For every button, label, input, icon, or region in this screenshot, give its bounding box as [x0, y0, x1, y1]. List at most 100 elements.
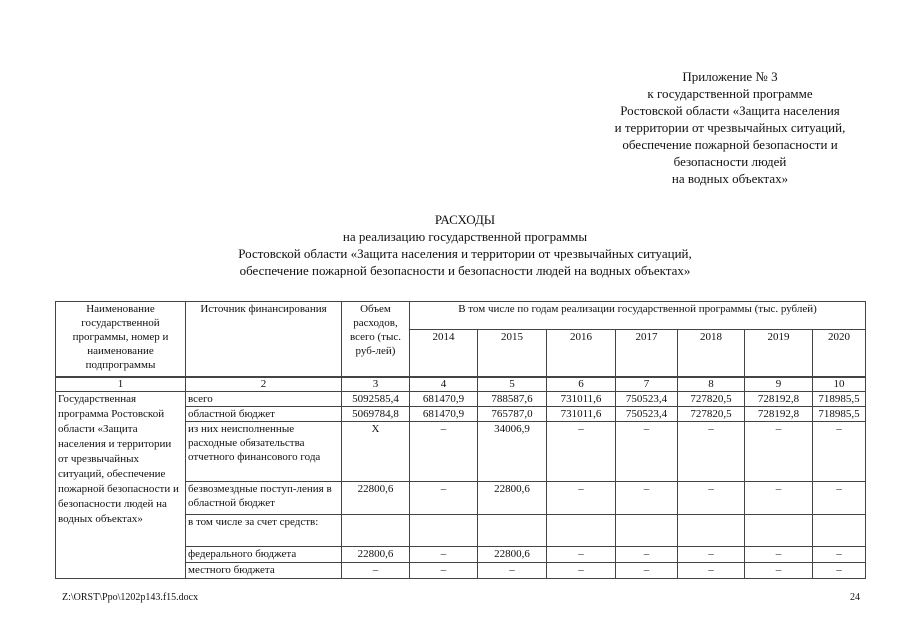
year-value: –: [615, 561, 678, 579]
header-years-row: 2014 2015 2016 2017 2018 2019 2020: [56, 329, 866, 377]
year-value: –: [677, 420, 745, 482]
year-value: 718985,5: [812, 405, 866, 422]
year-value: –: [677, 561, 745, 579]
funding-source: областной бюджет: [185, 405, 342, 422]
year-value: –: [744, 545, 813, 563]
year-value: –: [812, 545, 866, 563]
title-line: РАСХОДЫ: [434, 212, 496, 227]
year-value: 750523,4: [615, 390, 678, 407]
year-value: –: [744, 420, 813, 482]
year-value: [477, 513, 547, 547]
year-value: –: [546, 545, 616, 563]
funding-source: всего: [185, 390, 342, 407]
year-value: –: [744, 561, 813, 579]
column-number: 2: [185, 375, 342, 392]
year-value: –: [677, 480, 745, 515]
year-value: –: [409, 420, 478, 482]
appendix-line: и территории от чрезвычайных ситуаций,: [614, 120, 846, 135]
header-total: Объем расходов, всего (тыс. руб-лей): [341, 301, 410, 377]
year-value: [677, 513, 745, 547]
header-year: 2016: [546, 329, 616, 377]
total-value: [341, 513, 410, 547]
funding-source: местного бюджета: [185, 561, 342, 579]
year-value: 728192,8: [744, 405, 813, 422]
column-number: 8: [677, 375, 745, 392]
file-path: Z:\ORST\Ppo\1202p143.f15.docx: [62, 592, 199, 603]
column-number: 6: [546, 375, 616, 392]
year-value: 681470,9: [409, 390, 478, 407]
column-number: 3: [341, 375, 410, 392]
appendix-line: Приложение № 3: [682, 69, 778, 84]
appendix-block: Приложение № 3 к государственной програм…: [560, 68, 900, 187]
year-value: –: [546, 561, 616, 579]
year-value: 34006,9: [477, 420, 547, 482]
total-value: 5092585,4: [341, 390, 410, 407]
funding-source: в том числе за счет средств:: [185, 513, 342, 547]
header-year: 2020: [812, 329, 866, 377]
year-value: –: [615, 545, 678, 563]
header-year: 2014: [409, 329, 478, 377]
column-number-row: 1 2 3 4 5 6 7 8 9 10: [55, 375, 866, 392]
year-value: –: [409, 480, 478, 515]
total-value: –: [341, 561, 410, 579]
year-value: [409, 513, 478, 547]
document-title: РАСХОДЫ на реализацию государственной пр…: [140, 211, 790, 279]
year-value: 22800,6: [477, 545, 547, 563]
year-value: –: [812, 561, 866, 579]
year-value: 681470,9: [409, 405, 478, 422]
year-value: 728192,8: [744, 390, 813, 407]
title-line: Ростовской области «Защита населения и т…: [238, 246, 692, 261]
column-number: 9: [744, 375, 813, 392]
header-name: Наименование государственной программы, …: [55, 301, 186, 377]
year-value: –: [409, 545, 478, 563]
year-value: 727820,5: [677, 405, 745, 422]
year-value: 731011,6: [546, 405, 616, 422]
year-value: [615, 513, 678, 547]
year-value: –: [812, 480, 866, 515]
year-value: [546, 513, 616, 547]
table-row: местного бюджета – – – – – – – –: [56, 561, 866, 579]
year-value: –: [677, 545, 745, 563]
table-row: безвозмездные поступ-ления в областной б…: [56, 480, 866, 515]
title-line: на реализацию государственной программы: [342, 229, 588, 244]
funding-source: федерального бюджета: [185, 545, 342, 563]
year-value: –: [546, 480, 616, 515]
year-value: 731011,6: [546, 390, 616, 407]
year-value: –: [744, 480, 813, 515]
total-value: 22800,6: [341, 545, 410, 563]
appendix-line: обеспечение пожарной безопасности и: [622, 137, 838, 152]
table-row: областной бюджет 5069784,8 681470,9 765787,…: [56, 405, 866, 422]
total-value: 22800,6: [341, 480, 410, 515]
year-value: 788587,6: [477, 390, 547, 407]
page-number: 24: [850, 592, 860, 603]
column-number: 5: [477, 375, 547, 392]
total-value: 5069784,8: [341, 405, 410, 422]
appendix-line: Ростовской области «Защита населения: [620, 103, 840, 118]
year-value: 718985,5: [812, 390, 866, 407]
header-by-years: В том числе по годам реализации государс…: [409, 301, 866, 330]
year-value: –: [615, 480, 678, 515]
appendix-line: к государственной программе: [647, 86, 813, 101]
title-line: обеспечение пожарной безопасности и безо…: [239, 263, 691, 278]
year-value: –: [546, 420, 616, 482]
header-year: 2019: [744, 329, 813, 377]
header-source: Источник финансирования: [185, 301, 342, 377]
year-value: –: [477, 561, 547, 579]
appendix-line: на водных объектах»: [671, 171, 789, 186]
year-value: –: [812, 420, 866, 482]
year-value: [744, 513, 813, 547]
header-year: 2017: [615, 329, 678, 377]
year-value: 750523,4: [615, 405, 678, 422]
expenses-table: Наименование государственной программы, …: [55, 301, 866, 579]
funding-source: из них неисполненные расходные обязатель…: [185, 420, 342, 482]
table-row: федерального бюджета 22800,6–22800,6– – – – –: [56, 545, 866, 563]
column-number: 10: [812, 375, 866, 392]
year-value: 765787,0: [477, 405, 547, 422]
header-row: Наименование государственной программы, …: [55, 301, 866, 377]
year-value: 727820,5: [677, 390, 745, 407]
total-value: X: [341, 420, 410, 482]
program-name: Государственная программа Ростовской обл…: [55, 390, 186, 579]
column-number: 4: [409, 375, 478, 392]
column-number: 7: [615, 375, 678, 392]
year-value: [812, 513, 866, 547]
